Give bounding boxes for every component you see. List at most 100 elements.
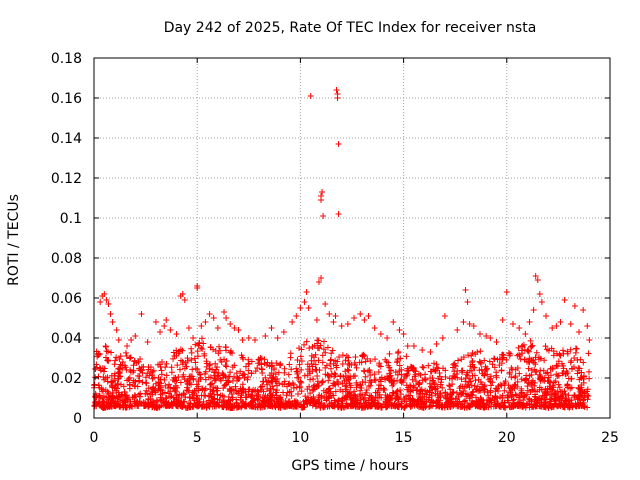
data-point (524, 387, 531, 394)
data-point (571, 355, 578, 362)
data-point (356, 381, 363, 388)
data-point (143, 380, 150, 387)
data-point (487, 382, 494, 389)
data-point-marker (317, 342, 324, 349)
data-point-marker (113, 354, 120, 361)
data-point-marker (455, 357, 462, 364)
data-point (329, 347, 336, 354)
data-point (130, 362, 137, 369)
data-point-marker (117, 353, 124, 360)
data-point (556, 351, 563, 358)
data-point-marker (111, 361, 118, 368)
data-point-marker (162, 382, 169, 389)
data-point (122, 349, 129, 356)
data-point-marker (470, 364, 477, 371)
data-point (296, 345, 303, 352)
data-point-marker (340, 373, 347, 380)
data-point (357, 387, 364, 394)
data-point-marker (555, 381, 562, 388)
data-point-marker (541, 357, 548, 364)
data-point-marker (125, 376, 132, 383)
data-point-marker (100, 398, 107, 405)
data-point (242, 388, 249, 395)
data-point-marker (433, 361, 440, 368)
data-point-marker (222, 362, 229, 369)
data-point (219, 392, 226, 399)
data-point-marker (477, 359, 484, 366)
data-point (446, 382, 453, 389)
data-point-marker (501, 387, 508, 394)
data-point (567, 346, 574, 353)
data-point-marker (555, 358, 562, 365)
data-point-marker (490, 355, 497, 362)
data-point-marker (565, 392, 572, 399)
data-point (510, 396, 517, 403)
data-point-marker (400, 377, 407, 384)
data-point-marker (324, 344, 331, 351)
data-point (184, 355, 191, 362)
data-point (558, 393, 565, 400)
data-point-marker (403, 353, 410, 360)
data-point (345, 360, 352, 367)
data-point-marker (146, 372, 153, 379)
data-point-marker (104, 348, 111, 355)
data-point-marker (219, 392, 226, 399)
data-point (175, 373, 182, 380)
data-point-marker (567, 346, 574, 353)
data-point-marker (93, 393, 100, 400)
data-point-marker (306, 345, 313, 352)
data-point (162, 382, 169, 389)
data-point-marker (553, 363, 560, 370)
data-point-marker (217, 356, 224, 363)
data-point-marker (130, 367, 137, 374)
data-point-marker (319, 359, 326, 366)
data-point-marker (357, 387, 364, 394)
data-point-marker (188, 349, 195, 356)
data-point-marker (360, 396, 367, 403)
data-point (433, 361, 440, 368)
data-point-marker (552, 378, 559, 385)
data-point (254, 365, 261, 372)
data-point-marker (533, 368, 540, 375)
data-point (437, 397, 444, 404)
data-point-marker (325, 372, 332, 379)
data-point-marker (493, 369, 500, 376)
data-point-marker (327, 356, 334, 363)
data-point (552, 378, 559, 385)
data-point (301, 341, 308, 348)
data-point-marker (296, 345, 303, 352)
data-point (574, 370, 581, 377)
data-point (188, 356, 195, 363)
data-point-marker (198, 344, 205, 351)
data-point-marker (510, 396, 517, 403)
data-point (541, 357, 548, 364)
data-point (262, 374, 269, 381)
data-point (505, 382, 512, 389)
data-point (352, 353, 359, 360)
data-point (192, 341, 199, 348)
data-point-marker (508, 374, 515, 381)
data-point-marker (491, 364, 498, 371)
data-point-marker (562, 397, 569, 404)
data-point (150, 367, 157, 374)
data-point-marker (163, 394, 170, 401)
data-point-marker (316, 345, 323, 352)
data-point-marker (432, 368, 439, 375)
data-point-marker (248, 358, 255, 365)
data-point-marker (183, 387, 190, 394)
data-point (113, 354, 120, 361)
data-point-marker (171, 378, 178, 385)
data-point (460, 354, 467, 361)
data-point (329, 392, 336, 399)
data-point-marker (175, 373, 182, 380)
data-point-marker (131, 382, 138, 389)
data-point (336, 354, 343, 361)
data-point (207, 381, 214, 388)
data-point (248, 358, 255, 365)
data-point-marker (194, 353, 201, 360)
data-point-marker (130, 362, 137, 369)
data-point (180, 371, 187, 378)
data-point-marker (215, 343, 222, 350)
data-point (314, 378, 321, 385)
data-point (122, 392, 129, 399)
